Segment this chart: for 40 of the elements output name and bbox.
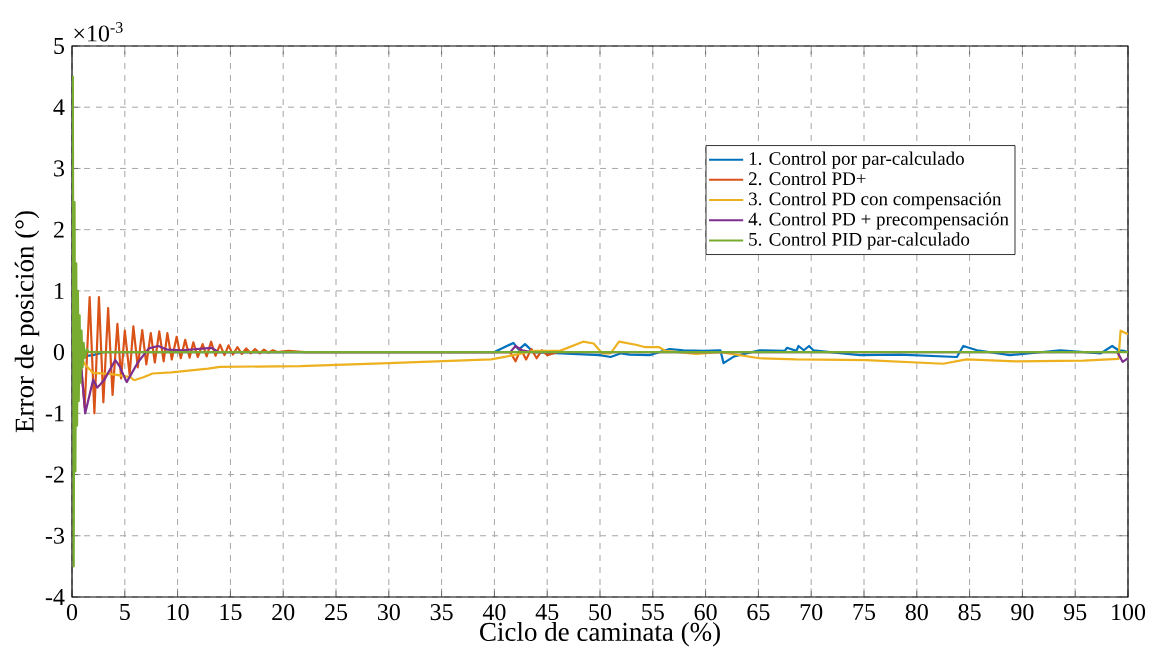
y-axis-title: Error de posición (°) bbox=[14, 211, 40, 433]
x-tick-label: 15 bbox=[220, 604, 242, 621]
x-tick-label: 80 bbox=[905, 604, 928, 621]
x-axis-title: Ciclo de caminata (%) bbox=[480, 621, 720, 647]
y-tick-label: -4 bbox=[45, 589, 65, 605]
x-tick-label: 0 bbox=[66, 604, 78, 621]
y-tick-label: 2 bbox=[54, 221, 64, 238]
y-tick-label: 1 bbox=[55, 282, 64, 299]
legend-label: 1. Control por par-calculado bbox=[749, 151, 964, 169]
x-tick-label: 35 bbox=[430, 604, 453, 621]
x-tick-label: 50 bbox=[589, 604, 612, 621]
x-tick-label: 55 bbox=[642, 604, 664, 620]
x-tick-label: 5 bbox=[120, 604, 130, 620]
x-tick-label: 85 bbox=[958, 604, 981, 621]
x-tick-label: 25 bbox=[325, 604, 348, 621]
legend-label: 3. Control PD con compensación bbox=[749, 191, 1002, 210]
x-tick-label: 30 bbox=[377, 604, 400, 621]
line-series bbox=[72, 75, 1128, 568]
y-tick-label: -2 bbox=[45, 466, 64, 483]
x-tick-label: 60 bbox=[694, 604, 717, 621]
y-tick-label: 4 bbox=[53, 99, 65, 116]
text: ×10$^{-3}$ bbox=[74, 22, 123, 42]
y-tick-label: 5 bbox=[54, 38, 65, 54]
x-tick-label: 75 bbox=[853, 604, 876, 620]
y-tick-label: 3 bbox=[54, 160, 65, 177]
x-tick-label: 95 bbox=[1063, 604, 1087, 621]
x-tick-label: 20 bbox=[272, 604, 295, 621]
x-tick-label: 90 bbox=[1011, 604, 1034, 621]
y-tick-label: -3 bbox=[45, 527, 65, 544]
x-tick-label: 65 bbox=[747, 604, 770, 621]
y-tick-label: 0 bbox=[53, 344, 65, 361]
x-tick-label: 100 bbox=[1112, 604, 1146, 621]
legend-label: 5. Control PID par-calculado bbox=[749, 232, 970, 250]
legend-label: 4. Control PD + precompensación bbox=[748, 212, 1009, 230]
legend-label: 2. Control PD+ bbox=[749, 171, 866, 186]
y-tick-label: -1 bbox=[45, 405, 64, 422]
x-tick-label: 70 bbox=[800, 604, 823, 621]
x-tick-label: 40 bbox=[482, 604, 506, 621]
x-tick-label: 10 bbox=[167, 604, 189, 621]
x-tick-label: 45 bbox=[535, 604, 559, 621]
